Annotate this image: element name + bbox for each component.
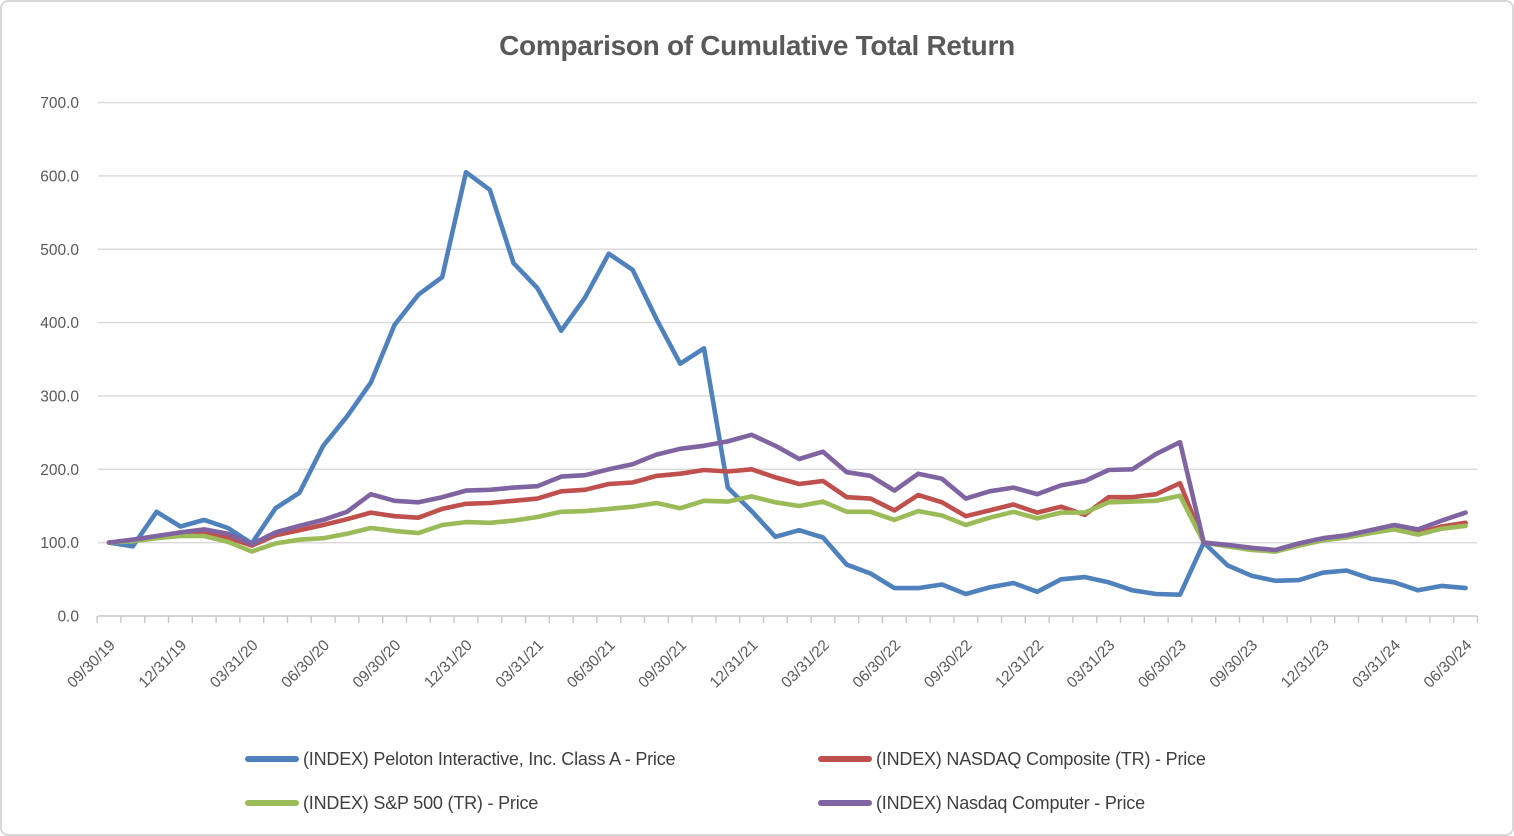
legend-swatch-sp500 xyxy=(245,800,299,806)
x-tick-label: 12/31/20 xyxy=(421,637,476,692)
x-tick-label: 03/31/22 xyxy=(778,637,833,692)
chart-title: Comparison of Cumulative Total Return xyxy=(499,30,1015,61)
x-tick-label: 09/30/21 xyxy=(635,637,690,692)
x-tick-label: 09/30/20 xyxy=(350,637,405,692)
y-tick-label: 300.0 xyxy=(40,388,79,405)
x-tick-label: 12/31/19 xyxy=(136,637,191,692)
y-tick-label: 700.0 xyxy=(40,95,79,112)
x-tick-label: 09/30/19 xyxy=(64,637,119,692)
x-tick-label: 06/30/23 xyxy=(1135,637,1190,692)
series-line-0 xyxy=(106,169,1468,598)
legend-label-nasdaq-composite: (INDEX) NASDAQ Composite (TR) - Price xyxy=(876,748,1206,769)
y-tick-label: 100.0 xyxy=(40,535,79,552)
legend-item-sp500: (INDEX) S&P 500 (TR) - Price xyxy=(245,793,818,814)
legend-label-nasdaq-computer: (INDEX) Nasdaq Computer - Price xyxy=(876,792,1145,813)
x-tick-label: 03/31/24 xyxy=(1349,637,1404,692)
legend-swatch-peloton xyxy=(245,756,299,762)
x-tick-label: 12/31/22 xyxy=(992,637,1047,692)
legend-label-sp500: (INDEX) S&P 500 (TR) - Price xyxy=(303,792,539,813)
legend-item-peloton: (INDEX) Peloton Interactive, Inc. Class … xyxy=(245,749,818,770)
y-tick-label: 500.0 xyxy=(40,242,79,259)
legend-item-nasdaq-composite: (INDEX) NASDAQ Composite (TR) - Price xyxy=(818,749,1206,770)
legend-swatch-nasdaq-composite xyxy=(818,756,872,762)
chart-legend: (INDEX) Peloton Interactive, Inc. Class … xyxy=(245,737,1206,825)
y-tick-label: 0.0 xyxy=(57,609,79,626)
x-tick-label: 12/31/23 xyxy=(1278,637,1333,692)
x-tick-label: 06/30/24 xyxy=(1421,637,1476,692)
series-line-3 xyxy=(106,432,1468,553)
x-tick-label: 03/31/23 xyxy=(1064,637,1119,692)
y-tick-label: 400.0 xyxy=(40,315,79,332)
y-tick-label: 200.0 xyxy=(40,462,79,479)
legend-label-peloton: (INDEX) Peloton Interactive, Inc. Class … xyxy=(303,748,676,769)
x-tick-label: 06/30/20 xyxy=(278,637,333,692)
x-tick-label: 09/30/22 xyxy=(921,637,976,692)
x-tick-label: 03/31/21 xyxy=(493,637,548,692)
x-tick-label: 12/31/21 xyxy=(707,637,762,692)
legend-swatch-nasdaq-computer xyxy=(818,800,872,806)
legend-item-nasdaq-computer: (INDEX) Nasdaq Computer - Price xyxy=(818,793,1206,814)
x-tick-label: 03/31/20 xyxy=(207,637,262,692)
y-tick-label: 600.0 xyxy=(40,168,79,185)
x-tick-label: 09/30/23 xyxy=(1207,637,1262,692)
x-tick-label: 06/30/22 xyxy=(850,637,905,692)
x-tick-label: 06/30/21 xyxy=(564,637,619,692)
